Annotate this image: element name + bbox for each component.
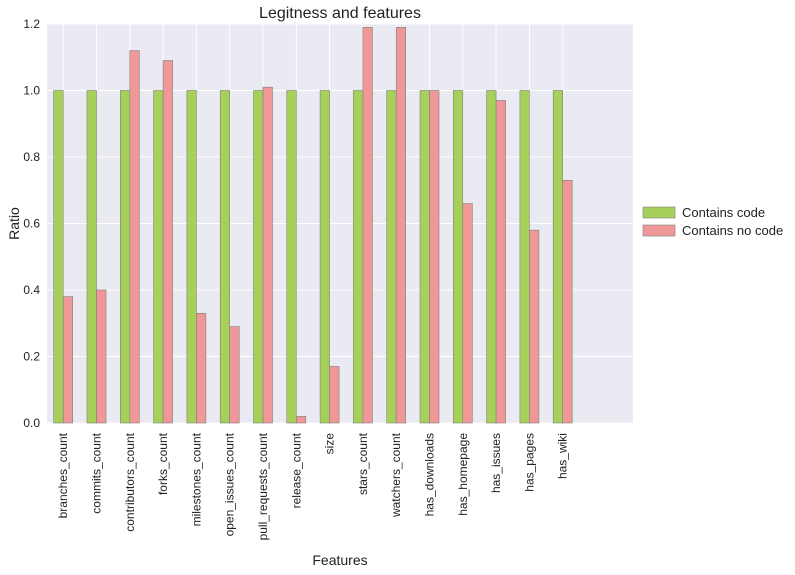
x-tick-label: release_count bbox=[289, 432, 303, 508]
legend: Contains code Contains no code bbox=[642, 205, 783, 238]
bar-contains-code bbox=[419, 90, 430, 424]
bar-contains-no-code bbox=[96, 289, 107, 424]
bar-contains-no-code bbox=[129, 50, 140, 424]
bar-contains-code bbox=[519, 90, 530, 424]
x-tick-label: milestones_count bbox=[189, 432, 203, 526]
bar-contains-no-code bbox=[329, 366, 340, 424]
bar-contains-code bbox=[186, 90, 197, 424]
bar-contains-no-code bbox=[62, 296, 74, 424]
bar-contains-code bbox=[452, 90, 464, 424]
x-tick-label: has_downloads bbox=[423, 433, 437, 516]
bar-contains-code bbox=[86, 90, 97, 424]
y-tick-label: 1.0 bbox=[23, 84, 40, 98]
x-tick-label: stars_count bbox=[356, 432, 370, 495]
bar-contains-no-code bbox=[562, 179, 573, 424]
bar-contains-code bbox=[353, 90, 364, 424]
x-tick-label: watchers_count bbox=[389, 432, 403, 518]
bar-contains-code bbox=[219, 90, 230, 424]
bar-contains-no-code bbox=[462, 203, 473, 424]
y-tick-label: 0.4 bbox=[23, 283, 40, 297]
x-tick-label: open_issues_count bbox=[223, 432, 237, 536]
legend-swatch bbox=[642, 206, 676, 219]
bar-contains-code bbox=[319, 90, 330, 424]
bar-contains-no-code bbox=[162, 60, 173, 424]
y-tick-label: 0.8 bbox=[23, 150, 40, 164]
x-tick-label: has_wiki bbox=[556, 433, 570, 479]
x-tick-label: branches_count bbox=[56, 432, 70, 518]
x-tick-label: has_pages bbox=[522, 433, 536, 492]
bar-contains-code bbox=[120, 90, 131, 424]
bar-contains-no-code bbox=[229, 326, 240, 424]
x-tick-label: has_issues bbox=[489, 433, 503, 493]
x-tick-labels: branches_count commits_count contributors_… bbox=[56, 432, 570, 540]
y-axis-label: Ratio bbox=[6, 207, 22, 240]
bar-contains-code bbox=[286, 90, 297, 424]
bar-contains-code bbox=[386, 90, 397, 424]
x-tick-label: commits_count bbox=[90, 432, 104, 513]
x-tick-label: pull_requests_count bbox=[256, 432, 270, 540]
bar-contains-no-code bbox=[429, 90, 440, 424]
y-tick-label: 0.0 bbox=[23, 416, 40, 430]
bar-contains-code bbox=[153, 90, 164, 424]
y-tick-label: 0.6 bbox=[23, 217, 40, 231]
bar-contains-no-code bbox=[395, 27, 407, 424]
legend-swatch bbox=[642, 224, 676, 237]
bar-contains-code bbox=[253, 90, 264, 424]
bar-contains-no-code bbox=[529, 229, 540, 424]
x-tick-label: contributors_count bbox=[123, 432, 137, 531]
bar-contains-no-code bbox=[262, 86, 273, 424]
bar-contains-no-code bbox=[362, 27, 373, 424]
bar-contains-code bbox=[53, 90, 64, 424]
bar-contains-no-code bbox=[295, 416, 307, 424]
x-tick-label: has_homepage bbox=[456, 433, 470, 516]
bar-contains-code bbox=[486, 90, 497, 424]
bar-contains-no-code bbox=[495, 100, 506, 424]
y-tick-label: 1.2 bbox=[23, 17, 40, 31]
x-axis-label: Features bbox=[312, 552, 367, 568]
bar-contains-no-code bbox=[196, 312, 207, 424]
chart-title: Legitness and features bbox=[259, 5, 421, 22]
y-tick-labels: 0.0 0.2 0.4 0.6 0.8 1.0 1.2 bbox=[23, 17, 40, 430]
x-tick-label: size bbox=[323, 433, 337, 455]
bars bbox=[53, 27, 573, 424]
bar-contains-code bbox=[552, 90, 564, 424]
legend-label: Contains no code bbox=[682, 223, 783, 238]
y-tick-label: 0.2 bbox=[23, 350, 40, 364]
legend-label: Contains code bbox=[682, 205, 765, 220]
x-tick-label: forks_count bbox=[156, 432, 170, 495]
